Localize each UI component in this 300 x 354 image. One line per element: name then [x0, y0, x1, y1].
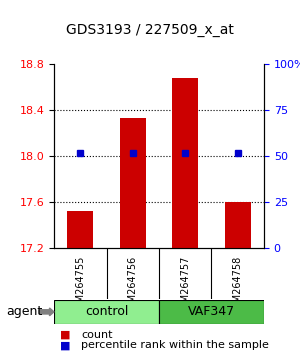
Text: GDS3193 / 227509_x_at: GDS3193 / 227509_x_at — [66, 23, 234, 37]
Bar — [120, 118, 146, 248]
Text: VAF347: VAF347 — [188, 306, 235, 318]
Text: percentile rank within the sample: percentile rank within the sample — [81, 340, 269, 350]
Text: GSM264756: GSM264756 — [128, 256, 138, 315]
Text: count: count — [81, 330, 112, 339]
Text: ■: ■ — [60, 340, 70, 350]
Text: control: control — [85, 306, 128, 318]
FancyBboxPatch shape — [159, 300, 264, 324]
Bar — [225, 202, 251, 248]
Text: GSM264755: GSM264755 — [75, 256, 85, 315]
Text: GSM264758: GSM264758 — [233, 256, 243, 315]
Text: ■: ■ — [60, 330, 70, 339]
Text: GSM264757: GSM264757 — [180, 256, 190, 315]
Bar — [67, 211, 93, 248]
Text: agent: agent — [6, 306, 42, 318]
FancyBboxPatch shape — [54, 300, 159, 324]
Bar — [172, 78, 198, 248]
